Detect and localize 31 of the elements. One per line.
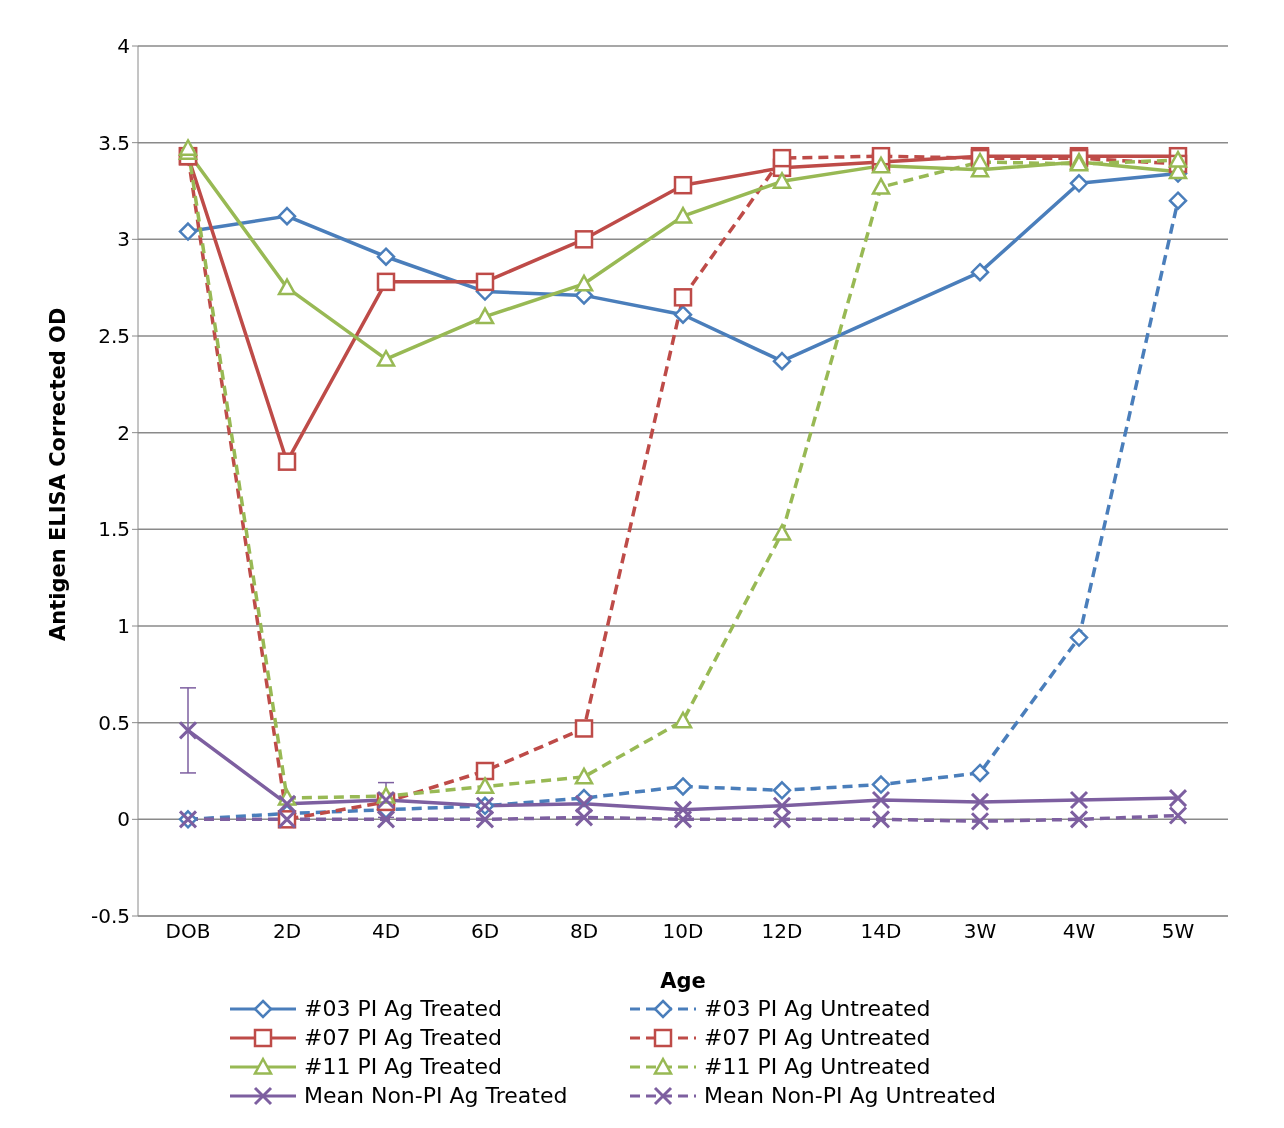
- y-tick-label: -0.5: [90, 904, 130, 929]
- legend-label: #03 PI Ag Untreated: [704, 996, 931, 1021]
- x-tick-label: 14D: [860, 919, 902, 944]
- legend-label: #03 PI Ag Treated: [304, 996, 503, 1021]
- x-tick-label: 12D: [761, 919, 803, 944]
- y-tick-label: 3: [117, 227, 130, 252]
- x-tick-label: 2D: [272, 919, 302, 944]
- legend-label: #11 PI Ag Untreated: [704, 1054, 931, 1079]
- x-tick-label: 8D: [569, 919, 599, 944]
- y-tick-label: 3.5: [98, 130, 130, 155]
- legend-label: #07 PI Ag Untreated: [704, 1025, 931, 1050]
- x-tick-label: 4D: [371, 919, 401, 944]
- y-tick-label: 0.5: [98, 710, 130, 735]
- x-axis-title: Age: [660, 969, 706, 993]
- x-tick-label: DOB: [165, 919, 211, 944]
- legend-label: #11 PI Ag Treated: [304, 1054, 503, 1079]
- y-tick-label: 0: [117, 807, 130, 832]
- legend-label: #07 PI Ag Treated: [304, 1025, 503, 1050]
- x-tick-label: 10D: [662, 919, 704, 944]
- x-tick-label: 4W: [1062, 919, 1096, 944]
- y-tick-label: 2.5: [98, 324, 130, 349]
- y-tick-label: 1.5: [98, 517, 130, 542]
- y-tick-label: 1: [117, 614, 130, 639]
- legend-label: Mean Non-PI Ag Treated: [304, 1083, 568, 1108]
- y-tick-label: 4: [117, 34, 130, 59]
- y-axis-title: Antigen ELISA Corrected OD: [46, 307, 71, 641]
- x-tick-label: 3W: [963, 919, 997, 944]
- x-tick-label: 5W: [1161, 919, 1195, 944]
- y-tick-label: 2: [117, 420, 130, 445]
- legend-label: Mean Non-PI Ag Untreated: [704, 1083, 996, 1108]
- x-tick-label: 6D: [470, 919, 500, 944]
